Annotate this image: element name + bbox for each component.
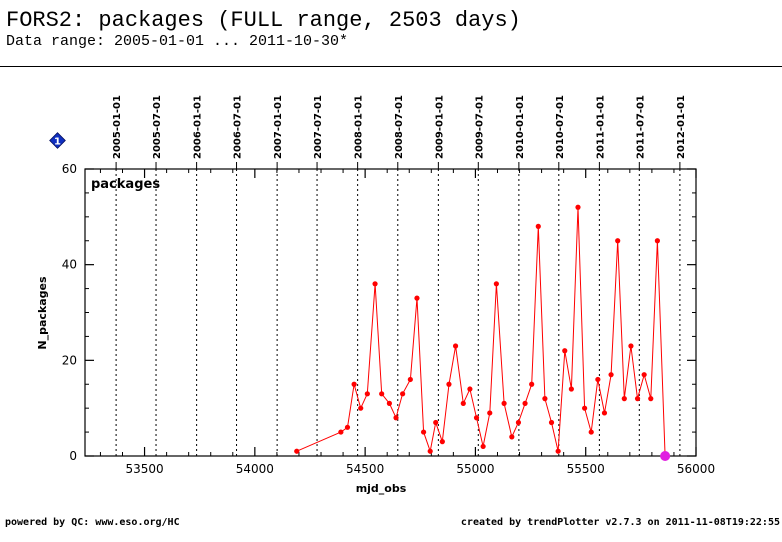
data-point	[608, 372, 614, 378]
latest-point-marker	[660, 451, 671, 461]
data-point	[501, 400, 507, 406]
date-marker-label: 2011-07-01	[635, 95, 646, 159]
data-point	[621, 396, 627, 402]
data-point	[386, 400, 392, 406]
y-tick-label: 0	[69, 449, 77, 463]
data-point	[358, 405, 364, 411]
date-marker-label: 2012-01-01	[676, 95, 687, 159]
data-point	[427, 448, 433, 454]
series-line	[296, 207, 666, 457]
data-point	[548, 419, 555, 426]
x-tick-label: 54500	[346, 462, 384, 476]
footer-powered-by: powered by QC: www.eso.org/HC	[5, 517, 180, 528]
data-point	[473, 415, 480, 421]
x-axis-label: mjd_obs	[356, 482, 407, 495]
data-point	[535, 223, 541, 229]
data-point	[509, 434, 515, 440]
x-tick-label: 56000	[677, 462, 715, 476]
axes-group: 53500 54000 54500 55000 55500 56000 0 20 40 60	[62, 162, 715, 476]
data-point	[634, 396, 641, 402]
data-point	[542, 396, 548, 402]
date-marker-label: 2006-01-01	[193, 95, 204, 159]
date-marker-label: 2005-07-01	[152, 95, 163, 159]
data-point	[364, 391, 370, 397]
date-marker-label: 2009-01-01	[434, 95, 445, 159]
info-badge-label: 1	[54, 137, 61, 148]
date-marker-label: 2007-01-01	[273, 95, 284, 159]
date-marker-label: 2010-01-01	[515, 95, 526, 159]
data-point	[493, 281, 499, 287]
data-point	[420, 429, 427, 435]
date-marker-group: 2005-01-01 2005-07-01 2006-01-01 2006-07-01…	[112, 95, 687, 456]
data-point	[414, 295, 420, 301]
data-point	[433, 419, 439, 426]
data-point	[452, 343, 459, 349]
date-marker-label: 2005-01-01	[112, 95, 123, 159]
data-point	[515, 419, 522, 426]
data-point	[568, 386, 574, 392]
data-point	[595, 376, 601, 383]
info-badge-diamond	[49, 132, 66, 149]
date-marker-label: 2008-07-01	[394, 95, 405, 159]
date-marker-label: 2010-07-01	[555, 95, 566, 159]
data-point	[393, 415, 399, 421]
date-marker-label: 2006-07-01	[233, 95, 244, 159]
data-point	[487, 410, 493, 416]
data-point	[529, 381, 535, 387]
series-group	[294, 204, 671, 461]
data-point	[615, 238, 621, 244]
y-tick-label: 60	[62, 162, 77, 176]
data-point	[460, 400, 466, 406]
data-point	[439, 439, 445, 445]
date-marker-label: 2008-01-01	[354, 95, 365, 159]
data-point	[344, 424, 351, 430]
data-point	[446, 381, 452, 387]
x-tick-label: 55000	[456, 462, 494, 476]
data-point	[588, 429, 594, 435]
data-point	[379, 391, 385, 397]
data-point	[480, 443, 486, 450]
footer-created-by: created by trendPlotter v2.7.3 on 2011-1…	[460, 517, 780, 528]
data-point	[601, 410, 608, 416]
x-tick-label: 54000	[236, 462, 274, 476]
data-point	[522, 400, 528, 406]
data-point	[562, 348, 568, 354]
header-divider	[0, 66, 782, 67]
data-point	[338, 429, 344, 435]
info-badge[interactable]: 1	[49, 132, 66, 149]
x-tick-label: 53500	[125, 462, 163, 476]
y-tick-label: 40	[62, 258, 77, 272]
page-title: FORS2: packages (FULL range, 2503 days)	[6, 8, 521, 33]
y-axis-label: N_packages	[36, 276, 49, 350]
data-point	[351, 381, 357, 387]
data-point	[575, 204, 581, 210]
date-marker-label: 2007-07-01	[313, 95, 324, 159]
date-marker-label: 2011-01-01	[595, 95, 606, 159]
y-tick-label: 20	[62, 353, 77, 367]
data-point	[654, 238, 660, 244]
data-point	[294, 448, 300, 454]
data-point	[372, 281, 378, 287]
date-marker-label: 2009-07-01	[474, 95, 485, 159]
data-point	[467, 386, 473, 392]
data-point	[400, 391, 406, 397]
data-point	[648, 396, 654, 402]
data-point	[628, 343, 634, 349]
data-point	[407, 376, 413, 383]
chart-title: packages	[91, 177, 160, 192]
data-point	[582, 405, 588, 411]
x-tick-label: 55500	[567, 462, 605, 476]
data-point	[641, 372, 647, 378]
data-point	[555, 448, 561, 454]
data-range-subtitle: Data range: 2005-01-01 ... 2011-10-30*	[6, 33, 349, 50]
